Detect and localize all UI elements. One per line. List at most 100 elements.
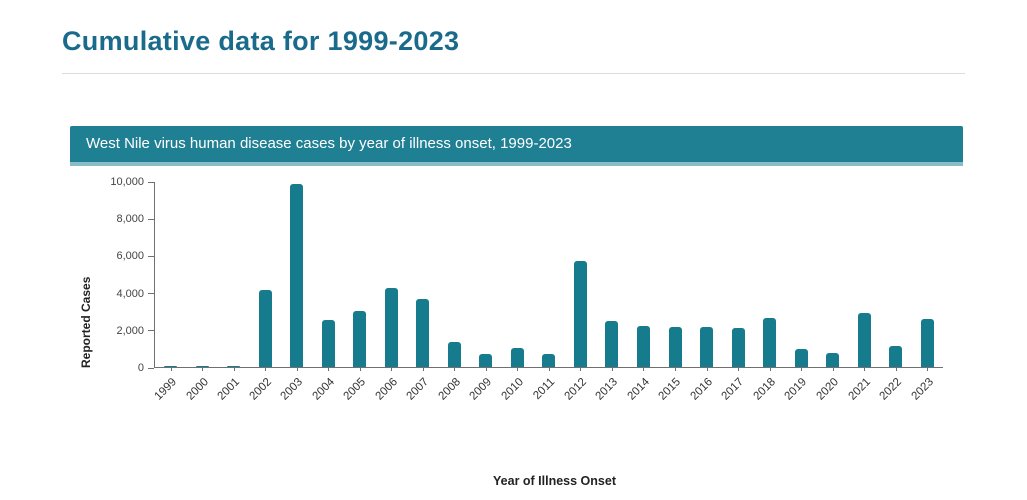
x-tick-label-2019: 2019 [782, 376, 810, 403]
x-tick-label-2018: 2018 [751, 376, 779, 403]
y-tick-mark [148, 293, 154, 295]
bar-column-2015: 2015 [657, 182, 691, 403]
bar-column-2009: 2009 [468, 182, 502, 403]
bar-column-2020: 2020 [814, 182, 849, 403]
bar-2014[interactable] [636, 326, 650, 367]
x-tick-label-2016: 2016 [688, 376, 716, 403]
chart-body: Reported Cases 0 2,000 4,000 6,000 8,000 10,0… [70, 166, 963, 414]
x-tick-label-2020: 2020 [814, 376, 842, 403]
bar-1999[interactable] [164, 365, 178, 367]
bar-column-2014: 2014 [625, 182, 660, 403]
bar-2009[interactable] [479, 353, 493, 367]
chart-title-bar: West Nile virus human disease cases by y… [70, 126, 963, 162]
bar-2005[interactable] [353, 311, 367, 367]
bar-column-2023: 2023 [909, 182, 943, 403]
x-tick-label-1999: 1999 [152, 376, 180, 403]
x-tick-label-2008: 2008 [436, 376, 463, 403]
y-tick-mark [148, 330, 154, 332]
bar-2002[interactable] [258, 289, 272, 367]
x-tick-label-2009: 2009 [467, 376, 495, 403]
y-tick-0: 0 [138, 362, 154, 374]
plot-wrap: 0 2,000 4,000 6,000 8,000 10,000 1999 2000 2001… [94, 176, 943, 403]
x-tick-label-2000: 2000 [184, 376, 211, 403]
x-tick-label-2021: 2021 [846, 376, 873, 403]
bar-2006[interactable] [384, 287, 398, 367]
bar-2018[interactable] [763, 317, 777, 367]
bar-2007[interactable] [416, 299, 430, 367]
bar-column-2008: 2008 [436, 182, 471, 403]
bar-column-2017: 2017 [720, 182, 754, 403]
bar-column-2010: 2010 [499, 182, 534, 403]
bar-column-2005: 2005 [342, 182, 376, 403]
bar-column-2006: 2006 [373, 182, 408, 403]
y-axis-ticks: 0 2,000 4,000 6,000 8,000 10,000 [94, 176, 154, 374]
y-tick-label-4000: 4,000 [116, 287, 144, 300]
bar-column-2001: 2001 [216, 182, 250, 403]
bar-2010[interactable] [510, 348, 524, 367]
bar-column-2000: 2000 [184, 182, 219, 403]
title-divider [62, 73, 965, 74]
bar-column-2012: 2012 [562, 182, 597, 403]
bar-column-2003: 2003 [279, 182, 313, 403]
bar-2001[interactable] [227, 365, 241, 367]
bar-2022[interactable] [889, 346, 903, 367]
chart-title: West Nile virus human disease cases by y… [86, 135, 572, 152]
bar-column-2019: 2019 [783, 182, 817, 403]
x-tick-label-2015: 2015 [656, 376, 684, 403]
bar-column-2016: 2016 [688, 182, 723, 403]
bar-column-2018: 2018 [751, 182, 786, 403]
y-tick-4000: 4,000 [116, 288, 154, 300]
x-tick-label-2001: 2001 [215, 376, 243, 403]
y-tick-label-8000: 8,000 [116, 213, 144, 226]
bar-2020[interactable] [826, 353, 840, 367]
bar-2000[interactable] [195, 366, 209, 367]
bar-column-2002: 2002 [247, 182, 282, 403]
x-tick-label-2012: 2012 [562, 376, 589, 403]
chart-card: West Nile virus human disease cases by y… [70, 126, 963, 488]
bar-2016[interactable] [700, 327, 714, 367]
y-tick-label-6000: 6,000 [116, 250, 144, 263]
bar-column-2022: 2022 [878, 182, 912, 403]
bar-2008[interactable] [447, 341, 461, 367]
y-tick-mark [148, 181, 154, 183]
x-tick-label-2004: 2004 [310, 376, 337, 403]
x-tick-label-2022: 2022 [877, 376, 905, 403]
bar-2017[interactable] [731, 328, 745, 367]
y-tick-10000: 10,000 [110, 176, 154, 188]
bar-2021[interactable] [857, 312, 871, 367]
bar-2023[interactable] [920, 319, 934, 367]
y-tick-2000: 2,000 [116, 325, 154, 337]
bar-2013[interactable] [605, 321, 619, 367]
x-tick-label-2006: 2006 [373, 376, 400, 403]
y-tick-mark [148, 255, 154, 257]
bar-column-2007: 2007 [405, 182, 439, 403]
bar-2011[interactable] [542, 353, 556, 367]
y-tick-label-2000: 2,000 [116, 324, 144, 337]
bar-2003[interactable] [290, 183, 304, 367]
bar-2012[interactable] [573, 261, 587, 367]
bar-2004[interactable] [321, 319, 335, 367]
y-tick-8000: 8,000 [116, 213, 154, 225]
x-tick-label-2023: 2023 [909, 376, 936, 403]
bar-column-2021: 2021 [846, 182, 880, 403]
y-tick-label-0: 0 [137, 362, 144, 374]
x-tick-label-2010: 2010 [499, 376, 526, 403]
bar-column-1999: 1999 [153, 182, 187, 403]
y-tick-mark [148, 367, 154, 369]
x-tick-label-2013: 2013 [593, 376, 621, 403]
page: Cumulative data for 1999-2023 West Nile … [62, 26, 965, 488]
y-tick-mark [148, 218, 154, 220]
x-axis-title: Year of Illness Onset [493, 474, 616, 488]
chart-title-bar-edge [70, 162, 963, 166]
y-tick-6000: 6,000 [116, 250, 154, 262]
bar-2015[interactable] [668, 326, 682, 367]
x-tick-label-2014: 2014 [625, 376, 652, 403]
x-tick-label-2011: 2011 [531, 376, 558, 402]
x-tick-label-2002: 2002 [247, 376, 274, 403]
y-axis-title: Reported Cases [79, 276, 93, 368]
x-tick-label-2017: 2017 [719, 376, 747, 403]
bar-column-2011: 2011 [531, 182, 565, 402]
bar-2019[interactable] [794, 349, 808, 367]
bar-column-2004: 2004 [310, 182, 345, 403]
x-tick-label-2003: 2003 [278, 376, 306, 403]
